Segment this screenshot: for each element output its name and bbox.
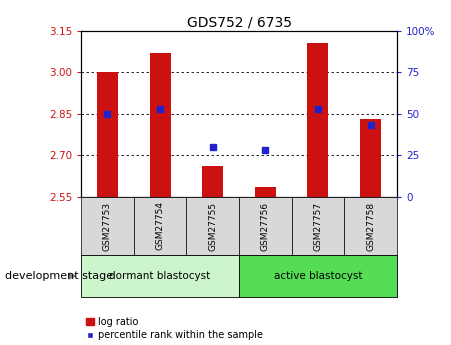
Text: GSM27756: GSM27756 — [261, 201, 270, 250]
Bar — [308, 43, 328, 197]
Bar — [239, 255, 397, 297]
Bar — [81, 255, 239, 297]
Bar — [134, 197, 186, 255]
Bar — [239, 197, 292, 255]
Bar — [292, 197, 344, 255]
Text: GSM27755: GSM27755 — [208, 201, 217, 250]
Bar — [255, 187, 276, 197]
Text: development stage: development stage — [5, 271, 113, 281]
Text: active blastocyst: active blastocyst — [274, 271, 362, 281]
Bar — [97, 72, 118, 197]
Bar — [186, 197, 239, 255]
Bar — [202, 166, 223, 197]
Bar — [360, 119, 381, 197]
Title: GDS752 / 6735: GDS752 / 6735 — [187, 16, 291, 30]
Bar — [344, 197, 397, 255]
Bar — [81, 197, 134, 255]
Legend: log ratio, percentile rank within the sample: log ratio, percentile rank within the sa… — [86, 317, 263, 340]
Bar — [150, 53, 170, 197]
Text: GSM27754: GSM27754 — [156, 201, 165, 250]
Text: GSM27758: GSM27758 — [366, 201, 375, 250]
Text: dormant blastocyst: dormant blastocyst — [110, 271, 211, 281]
Text: GSM27757: GSM27757 — [313, 201, 322, 250]
Text: GSM27753: GSM27753 — [103, 201, 112, 250]
